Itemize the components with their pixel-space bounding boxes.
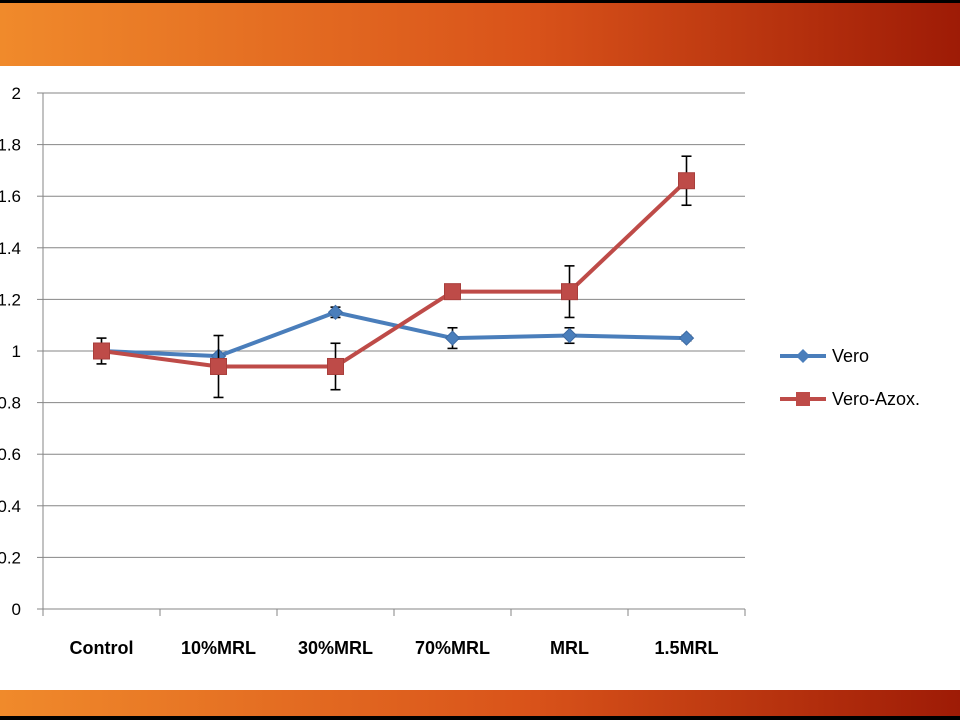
bottom-footer-band (0, 690, 960, 720)
data-point (678, 172, 695, 190)
legend-label: Vero-Azox. (832, 389, 920, 409)
y-tick-label: 0.2 (0, 548, 21, 567)
data-point (210, 357, 227, 375)
y-tick-label: 1.4 (0, 239, 21, 258)
axes (37, 92, 746, 616)
gridlines (43, 92, 745, 558)
series-vero-azox (93, 155, 695, 399)
y-tick-label: 1.8 (0, 136, 21, 155)
series-line (101, 179, 688, 369)
series-lines (93, 155, 695, 399)
y-tick-label: 0.4 (0, 497, 21, 516)
x-tick-labels: Control 10%MRL 30%MRL 70%MRL MRL 1.5MRL (70, 638, 719, 658)
y-tick-label: 0 (12, 600, 21, 619)
legend-entry: Vero-Azox. (780, 389, 920, 409)
y-tick-label: 2 (12, 84, 21, 103)
line-chart: 0 0.2 0.4 0.6 0.8 1 1.2 1.4 1.6 1.8 2 Control 10%MR… (0, 84, 920, 658)
data-point (327, 357, 344, 375)
y-tick-label: 1.2 (0, 290, 21, 309)
top-header-band (0, 0, 960, 66)
data-point (327, 304, 344, 321)
y-tick-labels: 0 0.2 0.4 0.6 0.8 1 1.2 1.4 1.6 1.8 2 (0, 84, 21, 619)
y-tick-label: 1 (12, 342, 21, 361)
data-point (678, 330, 695, 346)
x-tick-label: MRL (550, 638, 589, 658)
legend-marker (796, 349, 810, 363)
legend-label: Vero (832, 346, 869, 366)
x-tick-label: 10%MRL (181, 638, 256, 658)
x-tick-label: 30%MRL (298, 638, 373, 658)
slide-area: 0 0.2 0.4 0.6 0.8 1 1.2 1.4 1.6 1.8 2 Control 10%MR… (0, 66, 960, 690)
data-point (444, 330, 461, 346)
legend: Vero Vero-Azox. (780, 346, 920, 409)
series-line (101, 310, 687, 359)
x-tick-label: 1.5MRL (654, 638, 718, 658)
data-point (93, 342, 110, 360)
legend-marker (796, 392, 810, 406)
y-tick-label: 0.8 (0, 394, 21, 413)
x-tick-label: Control (70, 638, 134, 658)
y-tick-label: 1.6 (0, 187, 21, 206)
legend-entry: Vero (780, 346, 869, 366)
y-tick-label: 0.6 (0, 445, 21, 464)
data-point (561, 327, 578, 344)
data-point (561, 283, 578, 301)
series-vero (93, 304, 695, 365)
data-point (444, 283, 461, 301)
x-tick-label: 70%MRL (415, 638, 490, 658)
